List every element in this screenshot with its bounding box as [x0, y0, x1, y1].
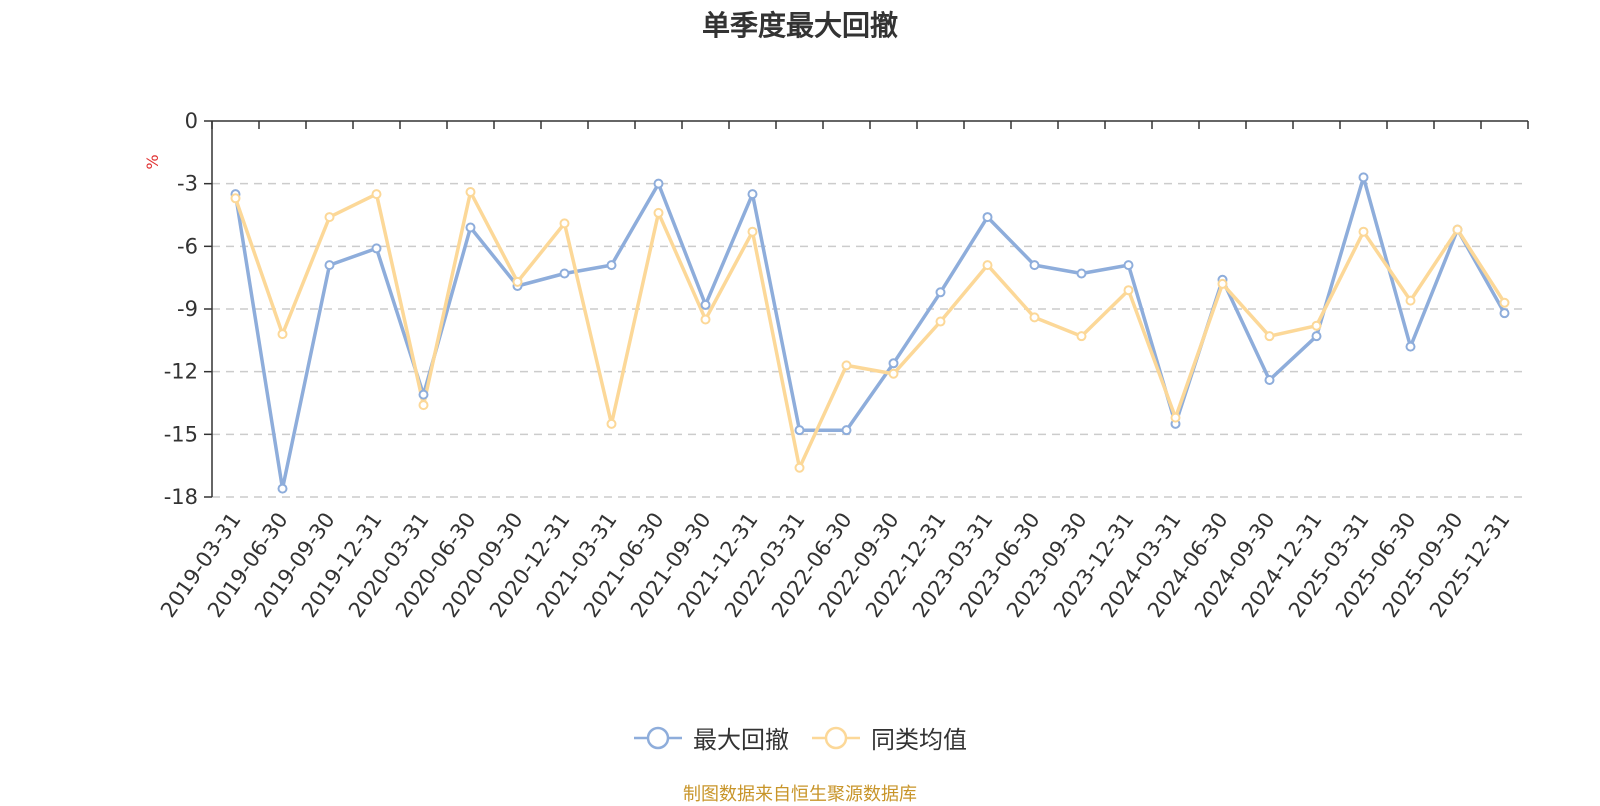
tick-labels: 0-3-6-9-12-15-18%2019-03-312019-06-30201…	[143, 109, 1515, 622]
data-point	[324, 212, 335, 223]
data-point	[1076, 268, 1087, 279]
data-point	[465, 187, 476, 198]
data-point	[559, 218, 570, 229]
data-point	[371, 243, 382, 254]
data-point	[653, 207, 664, 218]
y-tick-label: -15	[164, 422, 198, 446]
data-point	[1264, 331, 1275, 342]
data-point	[1076, 331, 1087, 342]
data-point	[418, 400, 429, 411]
data-point	[982, 260, 993, 271]
data-point	[1499, 297, 1510, 308]
data-point	[794, 425, 805, 436]
data-point	[653, 178, 664, 189]
y-tick-label: -9	[177, 297, 198, 321]
data-point	[1405, 341, 1416, 352]
data-point	[324, 260, 335, 271]
data-point	[1029, 312, 1040, 323]
data-point	[1311, 320, 1322, 331]
data-point	[277, 329, 288, 340]
data-point	[1358, 226, 1369, 237]
data-point	[606, 260, 617, 271]
y-tick-label: -3	[177, 172, 198, 196]
data-point	[1264, 375, 1275, 386]
chart-title: 单季度最大回撤	[701, 9, 898, 42]
series-line-1	[233, 175, 1507, 491]
data-point	[982, 212, 993, 223]
data-point	[277, 483, 288, 494]
data-point	[1405, 295, 1416, 306]
y-tick-label: -12	[164, 360, 198, 384]
data-point	[888, 368, 899, 379]
data-point	[1170, 412, 1181, 423]
data-point	[606, 418, 617, 429]
data-point	[700, 314, 711, 325]
data-point	[371, 189, 382, 200]
data-point	[700, 299, 711, 310]
data-point	[888, 358, 899, 369]
series-lines	[230, 172, 1510, 494]
data-point	[1358, 172, 1369, 183]
data-point	[1452, 224, 1463, 235]
source-note: 制图数据来自恒生聚源数据库	[683, 784, 917, 805]
legend: 最大回撤 同类均值	[0, 720, 1600, 755]
data-point	[935, 316, 946, 327]
data-point	[1311, 331, 1322, 342]
data-point	[747, 226, 758, 237]
data-point	[1217, 278, 1228, 289]
data-point	[794, 462, 805, 473]
data-point	[230, 193, 241, 204]
y-axis-unit: %	[143, 154, 162, 169]
data-point	[935, 287, 946, 298]
grid-lines	[212, 182, 1528, 498]
legend-marker-icon	[634, 726, 682, 749]
data-point	[1123, 285, 1134, 296]
y-tick-label: -6	[177, 234, 198, 258]
data-point	[1499, 308, 1510, 319]
data-point	[465, 222, 476, 233]
data-point	[512, 276, 523, 287]
legend-item[interactable]: 最大回撤	[633, 720, 789, 755]
legend-item[interactable]: 同类均值	[811, 720, 967, 755]
series-line-2	[233, 190, 1506, 470]
data-point	[418, 389, 429, 400]
data-point	[1029, 260, 1040, 271]
data-point	[559, 268, 570, 279]
line-chart: 0-3-6-9-12-15-18%2019-03-312019-06-30201…	[143, 109, 1529, 622]
y-tick-label: 0	[185, 109, 198, 133]
data-point	[747, 189, 758, 200]
axes	[204, 120, 1529, 498]
y-tick-label: -18	[164, 485, 198, 509]
legend-label: 最大回撤	[693, 726, 789, 754]
legend-label: 同类均值	[871, 726, 967, 754]
data-point	[1123, 260, 1134, 271]
legend-marker-icon	[812, 726, 860, 749]
data-point	[841, 425, 852, 436]
data-point	[841, 360, 852, 371]
